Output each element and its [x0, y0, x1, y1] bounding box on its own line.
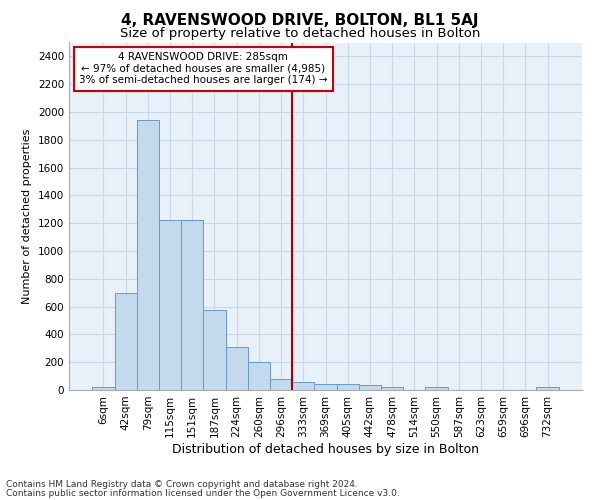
- Text: Size of property relative to detached houses in Bolton: Size of property relative to detached ho…: [120, 28, 480, 40]
- Text: Contains HM Land Registry data © Crown copyright and database right 2024.: Contains HM Land Registry data © Crown c…: [6, 480, 358, 489]
- Bar: [314, 384, 337, 390]
- Bar: [181, 220, 203, 390]
- Bar: [248, 362, 270, 390]
- Bar: [359, 385, 381, 390]
- Bar: [137, 120, 159, 390]
- Y-axis label: Number of detached properties: Number of detached properties: [22, 128, 32, 304]
- Bar: [226, 347, 248, 390]
- Bar: [92, 387, 115, 390]
- Bar: [381, 386, 403, 390]
- Bar: [536, 387, 559, 390]
- Bar: [425, 386, 448, 390]
- Text: 4 RAVENSWOOD DRIVE: 285sqm
← 97% of detached houses are smaller (4,985)
3% of se: 4 RAVENSWOOD DRIVE: 285sqm ← 97% of deta…: [79, 52, 328, 86]
- Bar: [292, 382, 314, 390]
- Bar: [337, 384, 359, 390]
- Text: 4, RAVENSWOOD DRIVE, BOLTON, BL1 5AJ: 4, RAVENSWOOD DRIVE, BOLTON, BL1 5AJ: [121, 12, 479, 28]
- X-axis label: Distribution of detached houses by size in Bolton: Distribution of detached houses by size …: [172, 442, 479, 456]
- Bar: [115, 292, 137, 390]
- Text: Contains public sector information licensed under the Open Government Licence v3: Contains public sector information licen…: [6, 489, 400, 498]
- Bar: [159, 220, 181, 390]
- Bar: [203, 310, 226, 390]
- Bar: [270, 379, 292, 390]
